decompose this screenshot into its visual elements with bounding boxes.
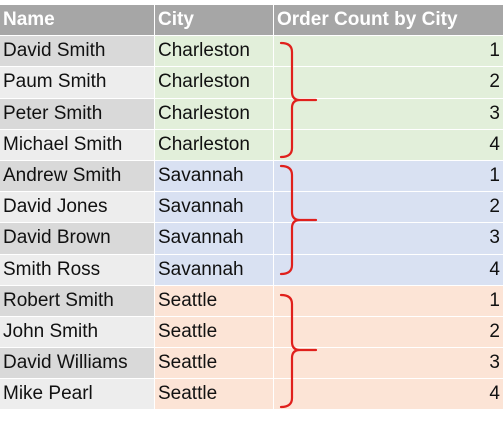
name-cell[interactable]: Michael Smith	[0, 129, 155, 160]
name-cell[interactable]: John Smith	[0, 316, 155, 348]
count-cell[interactable]: 4	[274, 379, 503, 410]
table-row: John Smith Seattle 2	[0, 316, 503, 349]
count-cell[interactable]: 4	[274, 129, 503, 160]
table-row: Paum Smith Charleston 2	[0, 67, 503, 99]
city-cell[interactable]: Charleston	[155, 98, 274, 129]
name-cell[interactable]: David Jones	[0, 192, 155, 223]
city-cell[interactable]: Seattle	[155, 379, 274, 410]
name-cell[interactable]: Peter Smith	[0, 98, 155, 129]
count-cell[interactable]: 4	[274, 254, 503, 285]
name-cell[interactable]: Robert Smith	[0, 285, 155, 316]
name-cell[interactable]: Paum Smith	[0, 67, 155, 98]
table-row: Peter Smith Charleston 3	[0, 98, 503, 130]
header-name[interactable]: Name	[0, 5, 155, 36]
table-row: David Jones Savannah 2	[0, 192, 503, 224]
count-cell[interactable]: 2	[274, 316, 503, 348]
header-city[interactable]: City	[155, 5, 274, 36]
count-cell[interactable]: 2	[274, 192, 503, 223]
count-cell[interactable]: 1	[274, 36, 503, 67]
city-cell[interactable]: Savannah	[155, 254, 274, 285]
name-cell[interactable]: Andrew Smith	[0, 160, 155, 192]
header-row: Name City Order Count by City	[0, 5, 503, 37]
table-row: Mike Pearl Seattle 4	[0, 379, 503, 411]
city-cell[interactable]: Savannah	[155, 223, 274, 254]
city-cell[interactable]: Charleston	[155, 129, 274, 160]
city-cell[interactable]: Seattle	[155, 316, 274, 348]
table-row: David Williams Seattle 3	[0, 348, 503, 380]
city-cell[interactable]: Savannah	[155, 192, 274, 223]
count-cell[interactable]: 1	[274, 285, 503, 316]
name-cell[interactable]: Smith Ross	[0, 254, 155, 285]
name-cell[interactable]: David Brown	[0, 223, 155, 254]
table-row: Smith Ross Savannah 4	[0, 254, 503, 286]
count-cell[interactable]: 1	[274, 160, 503, 192]
table-row: Andrew Smith Savannah 1	[0, 160, 503, 193]
name-cell[interactable]: David Williams	[0, 348, 155, 379]
table-row: David Smith Charleston 1	[0, 36, 503, 68]
city-cell[interactable]: Charleston	[155, 36, 274, 67]
count-cell[interactable]: 3	[274, 223, 503, 254]
name-cell[interactable]: David Smith	[0, 36, 155, 67]
city-cell[interactable]: Seattle	[155, 348, 274, 379]
table-row: Robert Smith Seattle 1	[0, 285, 503, 317]
city-cell[interactable]: Charleston	[155, 67, 274, 98]
count-cell[interactable]: 3	[274, 98, 503, 129]
count-cell[interactable]: 2	[274, 67, 503, 98]
name-cell[interactable]: Mike Pearl	[0, 379, 155, 410]
table-row: David Brown Savannah 3	[0, 223, 503, 255]
city-cell[interactable]: Seattle	[155, 285, 274, 316]
count-cell[interactable]: 3	[274, 348, 503, 379]
header-order-count[interactable]: Order Count by City	[274, 5, 503, 36]
table-row: Michael Smith Charleston 4	[0, 129, 503, 161]
spreadsheet-table: Name City Order Count by City David Smit…	[0, 5, 503, 411]
city-cell[interactable]: Savannah	[155, 160, 274, 192]
